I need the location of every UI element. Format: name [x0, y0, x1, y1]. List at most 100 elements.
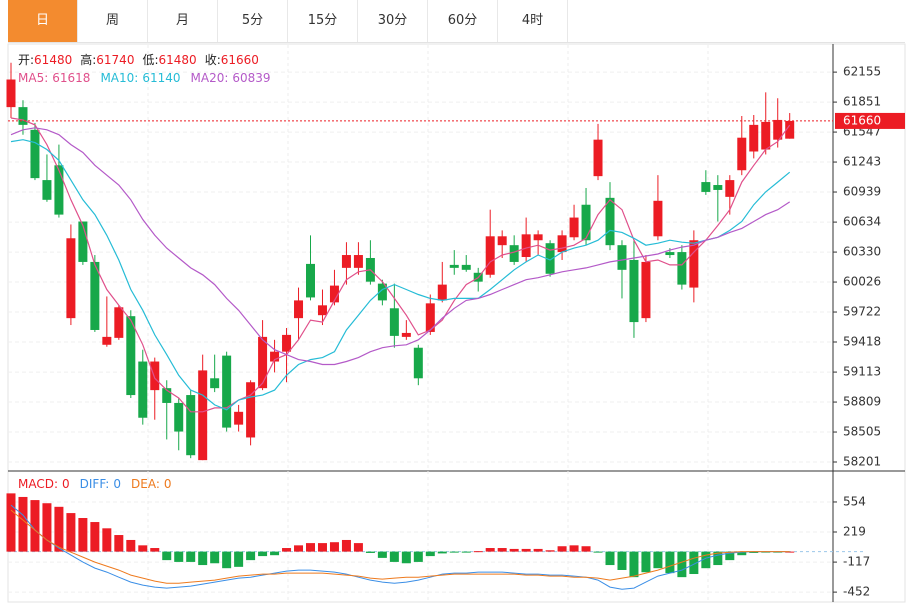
macd-bar [545, 550, 555, 552]
candle-body [641, 261, 651, 319]
period-tab[interactable]: 30分 [358, 0, 428, 42]
period-tab[interactable]: 4时 [498, 0, 568, 42]
candle-body [258, 336, 268, 389]
y-tick-label: 60330 [843, 245, 881, 259]
period-tab[interactable]: 60分 [428, 0, 498, 42]
info-label: 低: [142, 53, 158, 67]
candle-body [521, 234, 531, 258]
macd-bar [689, 551, 699, 575]
legend-value: 0 [164, 477, 172, 491]
macd-bar [294, 545, 304, 552]
macd-bar [749, 551, 759, 553]
macd-bar [353, 543, 363, 552]
candle-body [545, 243, 555, 274]
macd-bar [42, 503, 52, 552]
macd-bar [449, 551, 459, 553]
macd-bar [641, 551, 651, 573]
legend-name: MA10: [100, 71, 138, 85]
macd-bar [737, 551, 747, 556]
candle-body [341, 255, 351, 268]
info-value: 61660 [221, 53, 259, 67]
macd-bar [186, 551, 196, 562]
y-tick-label: 59418 [843, 335, 881, 349]
info-value: 61480 [34, 53, 72, 67]
macd-bar [401, 551, 411, 564]
legend-value: 0 [62, 477, 70, 491]
period-tab[interactable]: 5分 [218, 0, 288, 42]
macd-bar [665, 551, 675, 574]
y-tick-label: 554 [843, 494, 866, 508]
y-tick-label: -452 [843, 585, 870, 599]
y-tick-label: 62155 [843, 65, 881, 79]
period-tab[interactable]: 15分 [288, 0, 358, 42]
y-tick-label: 58809 [843, 395, 881, 409]
macd-bar [581, 546, 591, 552]
candle-body [377, 283, 387, 301]
info-label: 收: [205, 53, 221, 67]
candle-body [210, 378, 220, 389]
candle-body [138, 361, 148, 418]
y-tick-label: 60939 [843, 185, 881, 199]
period-tab[interactable]: 日 [8, 0, 78, 42]
macd-line [10, 509, 790, 584]
macd-bar [377, 551, 387, 558]
macd-bar [509, 548, 519, 552]
candle-body [329, 285, 339, 303]
legend: MA5: 61618 MA10: 61140 MA20: 60839 [18, 71, 271, 85]
candle-body [30, 129, 40, 179]
info-label: 高: [80, 52, 96, 67]
candle-body [461, 264, 471, 270]
candle-body [306, 263, 315, 298]
y-tick-label: 59113 [843, 365, 881, 379]
macd-bar [54, 506, 64, 552]
candle-body [401, 332, 411, 337]
candle-body [294, 300, 304, 319]
candle-body [569, 217, 579, 238]
macd-bar [114, 535, 124, 552]
candle-body [102, 336, 112, 345]
macd-bar [389, 551, 399, 562]
macd-bar [773, 551, 783, 553]
candle-body [773, 119, 783, 140]
y-tick-label: 60026 [843, 275, 881, 289]
candle-body [198, 370, 208, 461]
macd-bar [234, 551, 244, 567]
candle-body [282, 334, 292, 352]
legend-name: DEA: [131, 477, 160, 491]
macd-bar [713, 551, 723, 566]
candle-body [126, 316, 136, 396]
macd-bar [761, 551, 771, 553]
candle-body [150, 361, 160, 391]
macd-bar [282, 548, 292, 552]
candle-body [653, 200, 663, 237]
period-tab[interactable]: 月 [148, 0, 218, 42]
y-tick-label: 58505 [843, 425, 881, 439]
y-tick-label: 219 [843, 524, 866, 538]
candle-body [533, 234, 543, 241]
macd-bar [138, 545, 148, 552]
candle-body [689, 240, 699, 288]
macd-bar [365, 551, 375, 553]
y-tick-label: 60634 [843, 215, 881, 229]
period-tabs: 日周月 5分 15分 30分 60分 4时 [8, 0, 905, 43]
macd-bar [605, 551, 615, 566]
candle-body [54, 165, 64, 215]
macd-bar [102, 528, 112, 552]
macd-bar [533, 548, 543, 552]
info-value: 61480 [159, 53, 197, 67]
candle-body [234, 411, 244, 425]
candle-body [78, 221, 88, 262]
candle-body [581, 204, 591, 241]
macd-bar [629, 551, 639, 578]
macd-bar [461, 551, 471, 553]
candle-body [66, 238, 76, 319]
macd-bar [425, 551, 435, 557]
legend-value: 61618 [52, 71, 90, 85]
candle-body [114, 307, 124, 338]
period-tab[interactable]: 周 [78, 0, 148, 42]
ma-line [10, 117, 791, 413]
chart-frame [7, 43, 906, 603]
macd-bar [725, 551, 735, 561]
legend-value: 60839 [232, 71, 270, 85]
